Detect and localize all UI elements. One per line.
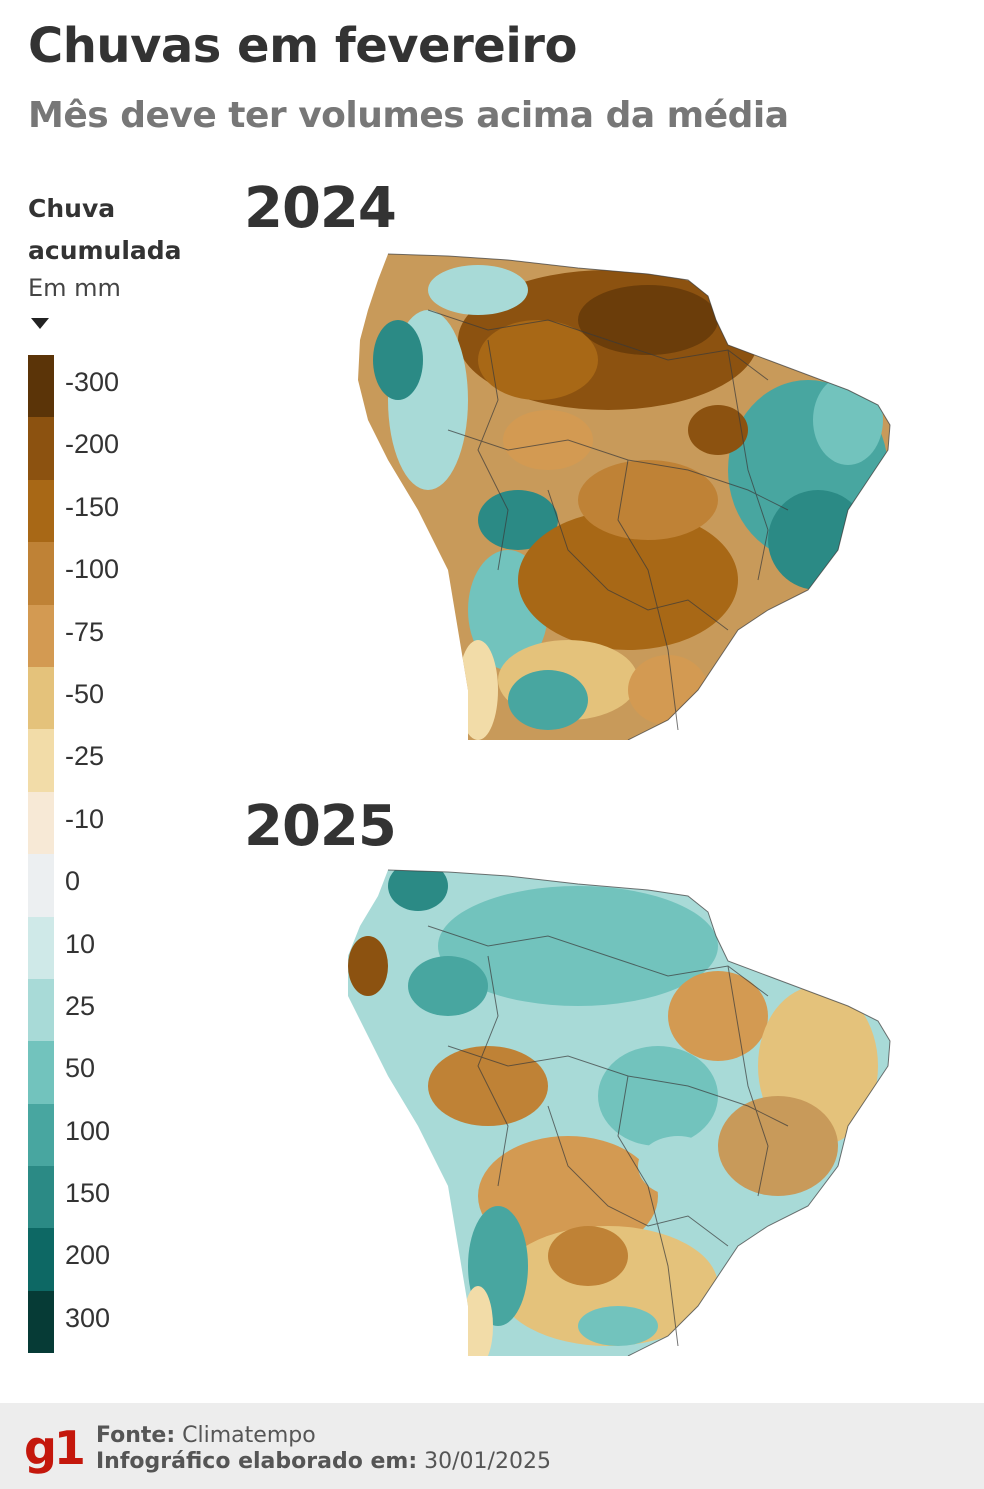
scale-label: 0 xyxy=(65,866,81,897)
legend-title: Chuva acumulada xyxy=(28,194,182,265)
g1-logo[interactable]: g1 xyxy=(24,1421,86,1475)
scale-label: -50 xyxy=(65,678,105,709)
scale-label: -100 xyxy=(65,554,120,585)
scale-swatch xyxy=(28,978,54,1042)
scale-swatch xyxy=(28,479,54,543)
scale-item: 0 xyxy=(28,854,208,917)
map-year-2024: 2024 xyxy=(244,176,397,241)
scale-swatch xyxy=(28,1290,54,1354)
scale-label: 200 xyxy=(65,1240,111,1271)
scale-swatch xyxy=(28,1228,54,1291)
scale-item: 200 xyxy=(28,1228,208,1291)
scale-label: -25 xyxy=(65,741,105,772)
scale-item: -200 xyxy=(28,417,208,480)
scale-label: 10 xyxy=(65,928,96,959)
footer-date: Infográfico elaborado em: 30/01/2025 xyxy=(96,1449,551,1474)
scale-swatch xyxy=(28,916,54,979)
scale-item: -300 xyxy=(28,355,208,418)
scale-swatch xyxy=(28,791,54,855)
scale-item: 25 xyxy=(28,978,208,1042)
scale-item: 10 xyxy=(28,916,208,979)
scale-item: -75 xyxy=(28,604,208,667)
page-subtitle: Mês deve ter volumes acima da média xyxy=(28,95,789,136)
footer: g1 Fonte: Climatempo Infográfico elabora… xyxy=(0,1403,984,1489)
south-america-map-2024 xyxy=(358,253,891,740)
scale-label: -200 xyxy=(65,429,120,460)
scale-item: 150 xyxy=(28,1166,208,1229)
scale-swatch xyxy=(28,542,54,605)
scale-swatch xyxy=(28,604,54,667)
map-2025 xyxy=(248,866,948,1356)
scale-item: 50 xyxy=(28,1041,208,1104)
scale-item: -150 xyxy=(28,479,208,543)
scale-label: 300 xyxy=(65,1302,111,1333)
scale-item: 300 xyxy=(28,1290,208,1354)
scale-item: 100 xyxy=(28,1103,208,1167)
scale-swatch xyxy=(28,1166,54,1229)
scale-swatch xyxy=(28,854,54,917)
scale-item: -50 xyxy=(28,666,208,730)
scale-item: -25 xyxy=(28,729,208,792)
south-america-map-2025 xyxy=(348,869,891,1356)
legend-unit: Em mm xyxy=(28,274,121,302)
scale-label: -10 xyxy=(65,803,105,834)
page-title: Chuvas em fevereiro xyxy=(28,18,577,74)
map-2024 xyxy=(248,250,948,740)
scale-item: -100 xyxy=(28,542,208,605)
map-year-2025: 2025 xyxy=(244,794,397,859)
color-scale: -300 -200 -150 -100 -75 -50 -25 -10 0 10 25 50 100 15… xyxy=(28,355,208,1354)
scale-swatch xyxy=(28,1041,54,1104)
scale-label: -75 xyxy=(65,616,105,647)
scale-swatch xyxy=(28,355,54,418)
footer-date-value: 30/01/2025 xyxy=(424,1449,551,1474)
footer-source-value: Climatempo xyxy=(182,1423,316,1448)
scale-item: -10 xyxy=(28,791,208,855)
scale-swatch xyxy=(28,729,54,792)
footer-date-label: Infográfico elaborado em: xyxy=(96,1449,418,1474)
scale-label: 50 xyxy=(65,1053,96,1084)
scale-label: -300 xyxy=(65,367,120,397)
scale-label: 25 xyxy=(65,990,96,1021)
footer-source-label: Fonte: xyxy=(96,1423,176,1448)
footer-source: Fonte: Climatempo xyxy=(96,1423,316,1448)
scale-swatch xyxy=(28,666,54,730)
legend-arrow-icon xyxy=(31,318,49,329)
scale-swatch xyxy=(28,417,54,480)
scale-label: 150 xyxy=(65,1178,111,1209)
scale-label: 100 xyxy=(65,1115,111,1146)
scale-swatch xyxy=(28,1103,54,1167)
scale-label: -150 xyxy=(65,491,120,522)
